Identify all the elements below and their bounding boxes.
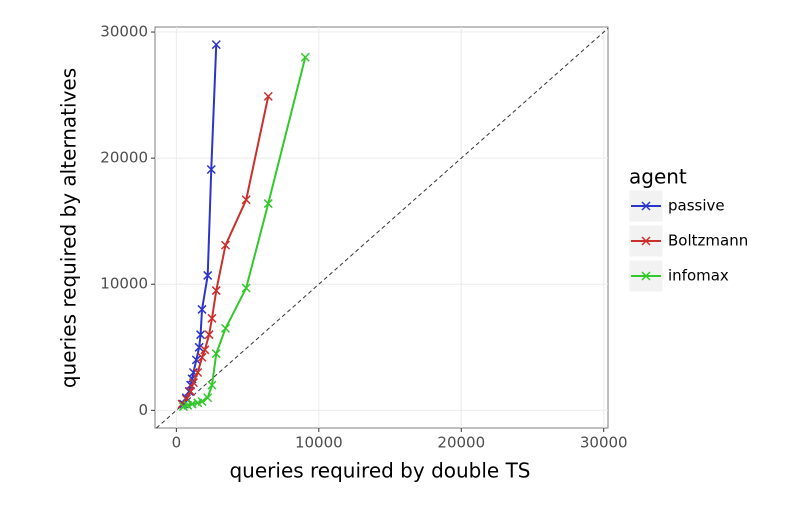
marker [220, 240, 231, 250]
x-tick-label: 30000 [580, 434, 628, 452]
legend-label: Boltzmann [668, 232, 748, 250]
marker [200, 345, 210, 355]
marker [241, 283, 251, 293]
y-tick-label: 30000 [100, 23, 148, 41]
x-tick-label: 0 [172, 434, 182, 452]
marker [206, 164, 216, 175]
marker [197, 304, 207, 314]
marker [263, 199, 273, 209]
x-tick-label: 10000 [295, 434, 343, 452]
y-axis-label: queries required by alternatives [57, 68, 81, 388]
marker [194, 342, 204, 352]
marker [241, 195, 251, 205]
marker [641, 236, 651, 246]
marker [263, 91, 273, 101]
marker [191, 355, 201, 365]
x-axis-label: queries required by double TS [229, 459, 530, 483]
identity-line [156, 27, 609, 429]
panel [154, 26, 609, 429]
series [178, 52, 310, 412]
marker [220, 323, 231, 333]
marker [197, 396, 207, 407]
marker [203, 270, 213, 280]
marker [211, 286, 221, 296]
marker [207, 313, 217, 323]
marker [188, 378, 198, 388]
y-tick-label: 20000 [100, 149, 148, 167]
marker [204, 330, 214, 340]
series [177, 91, 273, 409]
marker [211, 349, 221, 359]
y-tick-label: 10000 [100, 275, 148, 293]
marker [641, 201, 651, 211]
marker [186, 386, 196, 396]
marker [193, 367, 203, 378]
legend-label: infomax [668, 267, 729, 285]
x-tick-label: 20000 [437, 434, 485, 452]
legend-label: passive [668, 197, 725, 215]
marker [211, 40, 221, 50]
marker [203, 393, 213, 403]
marker [207, 380, 217, 390]
marker [300, 52, 310, 62]
marker [196, 330, 206, 340]
legend-title: agent [629, 165, 687, 189]
marker [197, 352, 207, 362]
y-tick-label: 0 [138, 401, 148, 419]
marker [641, 271, 651, 281]
